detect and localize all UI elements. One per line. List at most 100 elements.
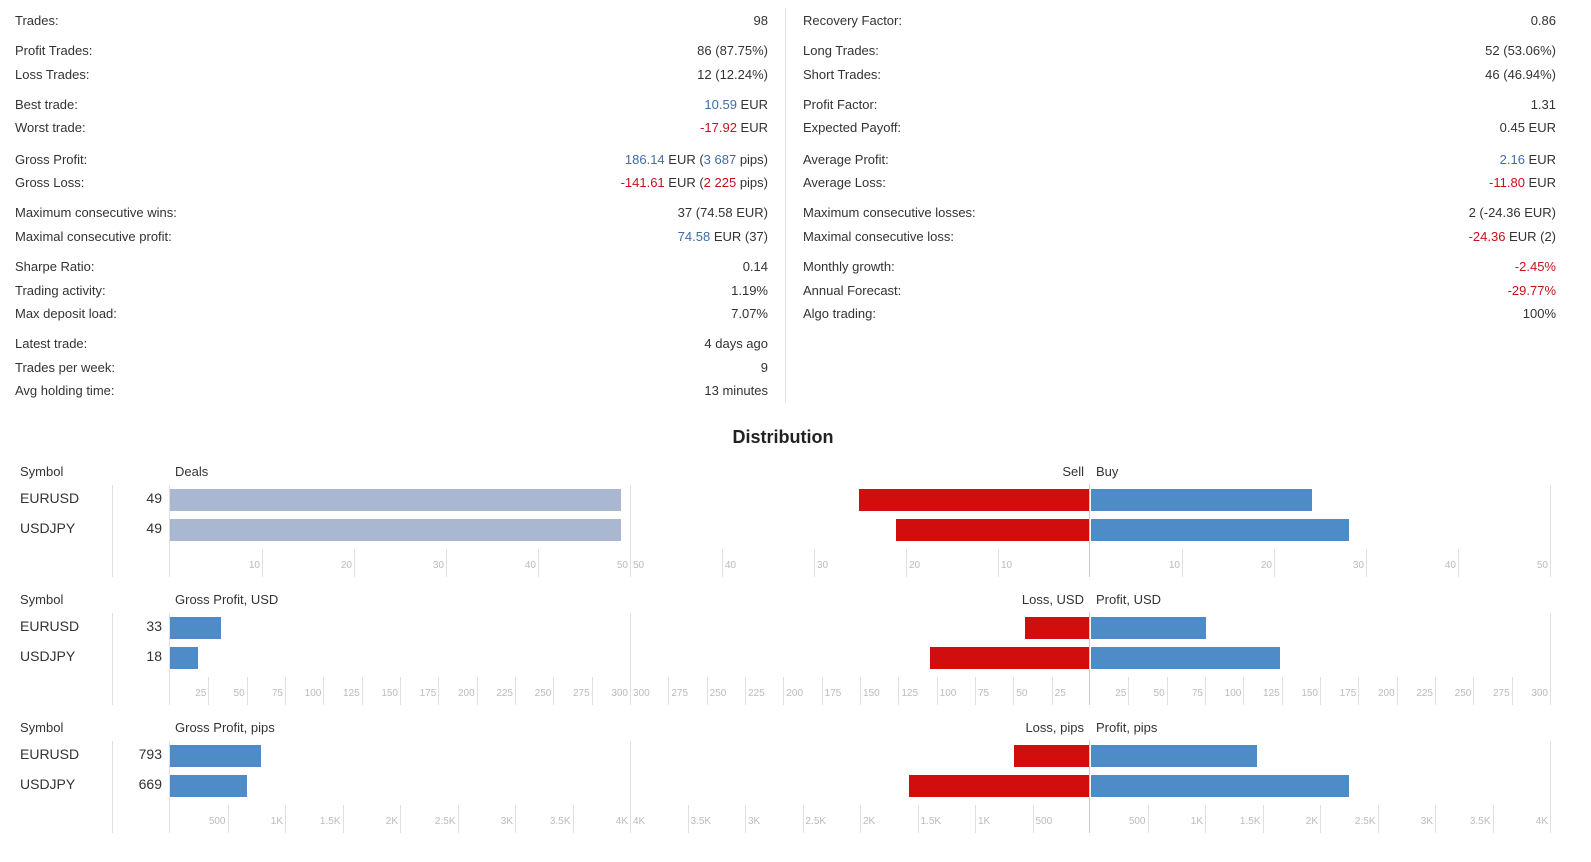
distribution-chart: Symbol Gross Profit, pips Loss, pips Profit… xyxy=(0,719,1591,839)
tick-label-left: 175 xyxy=(419,688,437,699)
axis-line xyxy=(630,741,631,833)
sell-bar xyxy=(1014,745,1089,767)
stat-value: 4 days ago xyxy=(704,335,768,353)
tick-label-left: 1.5K xyxy=(319,816,341,827)
stat-value-part: EUR xyxy=(736,120,768,135)
stat-row: Maximal consecutive profit: 74.58 EUR (37… xyxy=(15,228,768,246)
buy-bar xyxy=(1091,647,1280,669)
stat-label: Max deposit load: xyxy=(15,306,117,321)
tick-label-buy: 300 xyxy=(1531,688,1548,699)
grid-line xyxy=(262,549,263,577)
stat-value: 7.07% xyxy=(731,305,768,323)
stat-label: Maximum consecutive wins: xyxy=(15,205,177,220)
left-bar xyxy=(170,647,198,669)
grid-line xyxy=(975,677,976,705)
tick-label-left: 3K xyxy=(500,816,513,827)
center-line xyxy=(1089,485,1090,577)
distribution-title: Distribution xyxy=(732,427,834,447)
tick-label-sell: 4K xyxy=(633,816,646,827)
stat-value: 0.45 EUR xyxy=(1500,119,1556,137)
stat-value: -29.77% xyxy=(1508,282,1556,300)
grid-line xyxy=(553,677,554,705)
stat-value-part: pips) xyxy=(736,175,768,190)
grid-line xyxy=(745,805,746,833)
grid-line xyxy=(937,677,938,705)
stat-value-part: 3 687 xyxy=(703,152,737,167)
stat-value-part: 0.45 EUR xyxy=(1499,120,1556,135)
axis-line xyxy=(169,485,170,577)
stat-value-part: 2.16 xyxy=(1499,152,1525,167)
grid-line xyxy=(1167,677,1168,705)
symbol-total: 49 xyxy=(146,520,162,536)
stat-value: 98 xyxy=(754,12,768,30)
grid-line xyxy=(668,677,669,705)
grid-line xyxy=(354,549,355,577)
axis-line xyxy=(630,613,631,705)
symbol-divider xyxy=(112,741,113,833)
tick-label-sell: 300 xyxy=(633,688,650,699)
stat-value: -17.92 EUR xyxy=(700,119,768,137)
stat-value: 9 xyxy=(761,359,768,377)
grid-line xyxy=(285,805,286,833)
stat-value: 186.14 EUR (3 687 pips) xyxy=(625,151,768,169)
stat-value-part: 1.19% xyxy=(731,283,768,298)
axis-line xyxy=(169,741,170,833)
stat-label: Gross Loss: xyxy=(15,175,85,190)
tick-label-buy: 1.5K xyxy=(1239,816,1261,827)
stat-value: 13 minutes xyxy=(704,382,768,400)
grid-line xyxy=(1550,549,1551,577)
center-line xyxy=(1089,613,1090,705)
stat-label: Average Profit: xyxy=(803,152,889,167)
left-bar xyxy=(170,519,621,541)
stat-value-part: 98 xyxy=(753,13,768,28)
tick-label-left: 250 xyxy=(534,688,552,699)
tick-label-left: 2K xyxy=(385,816,398,827)
stat-value-part: 13 minutes xyxy=(704,383,768,398)
tick-label-sell: 75 xyxy=(978,688,990,699)
stat-value: 86 (87.75%) xyxy=(697,42,768,60)
grid-line xyxy=(1205,677,1206,705)
grid-line xyxy=(803,805,804,833)
stat-label: Gross Profit: xyxy=(15,152,88,167)
tick-label-sell: 125 xyxy=(901,688,919,699)
stat-row: Maximal consecutive loss: -24.36 EUR (2) xyxy=(803,228,1556,246)
stat-label: Maximal consecutive loss: xyxy=(803,229,954,244)
buy-label: Profit, pips xyxy=(1096,720,1158,735)
grid-line xyxy=(1358,677,1359,705)
left-bar xyxy=(170,745,262,767)
stat-value: 0.14 xyxy=(743,258,768,276)
grid-line xyxy=(1052,677,1053,705)
tick-label-buy: 3.5K xyxy=(1469,816,1491,827)
sell-label: Loss, pips xyxy=(1025,720,1084,735)
grid-line xyxy=(247,677,248,705)
tick-label-sell: 50 xyxy=(633,560,645,571)
stat-row: Profit Factor: 1.31 xyxy=(803,96,1556,114)
stat-label: Avg holding time: xyxy=(15,383,115,398)
tick-label-left: 275 xyxy=(572,688,590,699)
sell-label: Loss, USD xyxy=(1021,592,1084,607)
grid-line xyxy=(1148,805,1149,833)
stat-label: Trades per week: xyxy=(15,360,115,375)
tick-label-buy: 2K xyxy=(1305,816,1318,827)
stat-label: Worst trade: xyxy=(15,120,86,135)
axis-line xyxy=(630,485,631,577)
stat-label: Trades: xyxy=(15,13,59,28)
stat-row: Trades: 98 xyxy=(15,12,768,30)
buy-bar xyxy=(1091,489,1312,511)
tick-label-sell: 1K xyxy=(978,816,991,827)
stat-value-part: 10.59 xyxy=(704,97,737,112)
stat-value-part: EUR ( xyxy=(664,175,704,190)
stat-value-part: 0.86 xyxy=(1530,13,1556,28)
distribution-chart: Symbol Gross Profit, USD Loss, USD Profit, … xyxy=(0,591,1591,711)
stat-value-part: EUR xyxy=(1524,175,1556,190)
grid-line xyxy=(1205,805,1206,833)
tick-label-buy: 20 xyxy=(1260,560,1272,571)
stat-value: 10.59 EUR xyxy=(704,96,768,114)
stat-value-part: -11.80 xyxy=(1489,175,1525,190)
stat-row: Max deposit load: 7.07% xyxy=(15,305,768,323)
stat-label: Maximum consecutive losses: xyxy=(803,205,976,220)
grid-line xyxy=(1458,549,1459,577)
tick-label-left: 150 xyxy=(381,688,398,699)
stat-value-part: 186.14 xyxy=(624,152,665,167)
stat-value: 100% xyxy=(1523,305,1556,323)
